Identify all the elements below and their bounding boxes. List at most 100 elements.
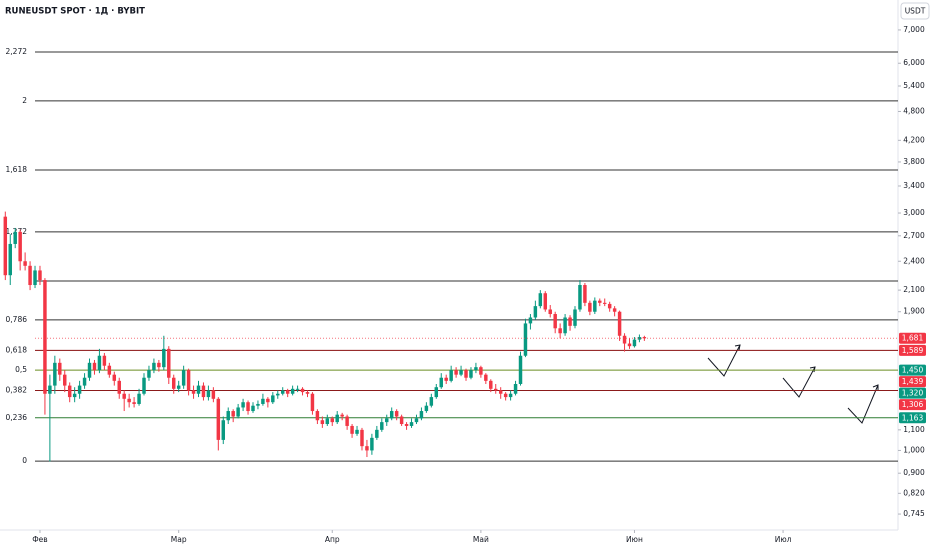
candle-body (72, 393, 77, 398)
drawings (707, 344, 879, 424)
price-badge (899, 376, 926, 388)
candle-body (622, 335, 627, 344)
zigzag-arrow (782, 366, 816, 398)
candle-body (404, 424, 409, 426)
candle-body (325, 418, 330, 425)
zigzag-arrow (847, 384, 879, 424)
candle-body (137, 393, 141, 404)
candle-body (181, 370, 186, 386)
candle-body (449, 370, 453, 381)
candle-body (231, 411, 235, 417)
candle-body (335, 414, 339, 423)
fib-label: 0,618 (6, 345, 28, 354)
candle-body (409, 422, 414, 426)
candle-body (221, 420, 226, 440)
candle-body (563, 317, 567, 334)
price-badge-label: 1,681 (902, 334, 924, 343)
candle-body (484, 374, 488, 381)
candle-body (315, 411, 320, 421)
y-tick-label: 4,200 (903, 135, 925, 144)
candle-body (107, 365, 112, 375)
candle-body (543, 293, 548, 310)
candle-body (454, 370, 458, 375)
y-tick-label: 3,400 (903, 181, 925, 190)
candle-body (266, 398, 270, 403)
candle-body (518, 355, 523, 384)
currency-box[interactable] (900, 2, 930, 20)
candle-body (127, 398, 131, 403)
y-tick-label: 5,400 (903, 81, 925, 90)
candle-body (593, 300, 597, 312)
candle-body (434, 387, 439, 398)
candle-body (642, 337, 647, 339)
candle-body (152, 362, 156, 371)
currency[interactable]: USDT (905, 7, 926, 16)
candle-body (345, 416, 349, 426)
candle-body (196, 385, 201, 394)
candle-body (503, 393, 508, 398)
candle-body (87, 362, 92, 378)
candle-body (583, 285, 587, 303)
candle-body (251, 405, 255, 412)
candle-body (385, 418, 389, 423)
candle-body (23, 261, 27, 266)
price-badge-label: 1,306 (902, 400, 924, 409)
candle-body (172, 377, 176, 389)
candle-body (191, 390, 196, 394)
price-badge-label: 1,439 (902, 377, 924, 386)
candle-body (627, 343, 632, 347)
x-tick-label: Фев (32, 535, 48, 544)
y-tick-label: 1,900 (903, 307, 925, 316)
candle-body (58, 362, 62, 375)
candle-body (13, 231, 17, 244)
candle-body (211, 390, 216, 399)
candle-body (498, 390, 503, 394)
candle-body (67, 385, 72, 398)
candle-body (479, 367, 483, 375)
candle-body (489, 380, 493, 389)
candle-body (236, 407, 240, 417)
candle-body (474, 367, 478, 371)
candle-body (310, 393, 315, 412)
arrow-head (872, 384, 879, 390)
fib-label: 0,236 (6, 413, 28, 422)
candle-body (612, 308, 617, 312)
y-tick-label: 2,700 (903, 231, 925, 240)
candle-body (439, 377, 443, 388)
candle-body (523, 323, 528, 356)
candle-body (459, 370, 463, 375)
candle-body (513, 383, 518, 394)
candle-body (573, 309, 577, 326)
candle-body (285, 390, 290, 394)
candle-body (414, 418, 419, 423)
candle-body (370, 437, 374, 451)
fib-label: 2 (22, 96, 27, 105)
candle-body (77, 385, 82, 394)
candle-body (424, 405, 429, 412)
candle-body (548, 309, 552, 315)
y-tick-label: 6,000 (903, 58, 925, 67)
candle-body (355, 429, 359, 434)
candle-body (246, 402, 250, 412)
candle-body (112, 374, 117, 381)
candle-body (63, 374, 67, 386)
zigzag-arrow (707, 344, 741, 377)
candle-body (280, 390, 285, 394)
candle-body (617, 311, 622, 336)
candle-body (295, 388, 300, 390)
candle-body (162, 348, 166, 368)
candle-body (290, 388, 295, 394)
price-badge (899, 399, 926, 411)
x-tick-label: Июн (626, 535, 643, 544)
candle-body (176, 385, 181, 389)
candle-body (3, 216, 8, 276)
price-badge (899, 364, 926, 376)
price-badge (899, 387, 926, 399)
candle-body (43, 280, 47, 394)
x-tick-label: Мар (171, 535, 187, 544)
fib-label: 0,5 (15, 365, 27, 374)
candle-body (429, 397, 434, 406)
candle-body (602, 302, 607, 304)
